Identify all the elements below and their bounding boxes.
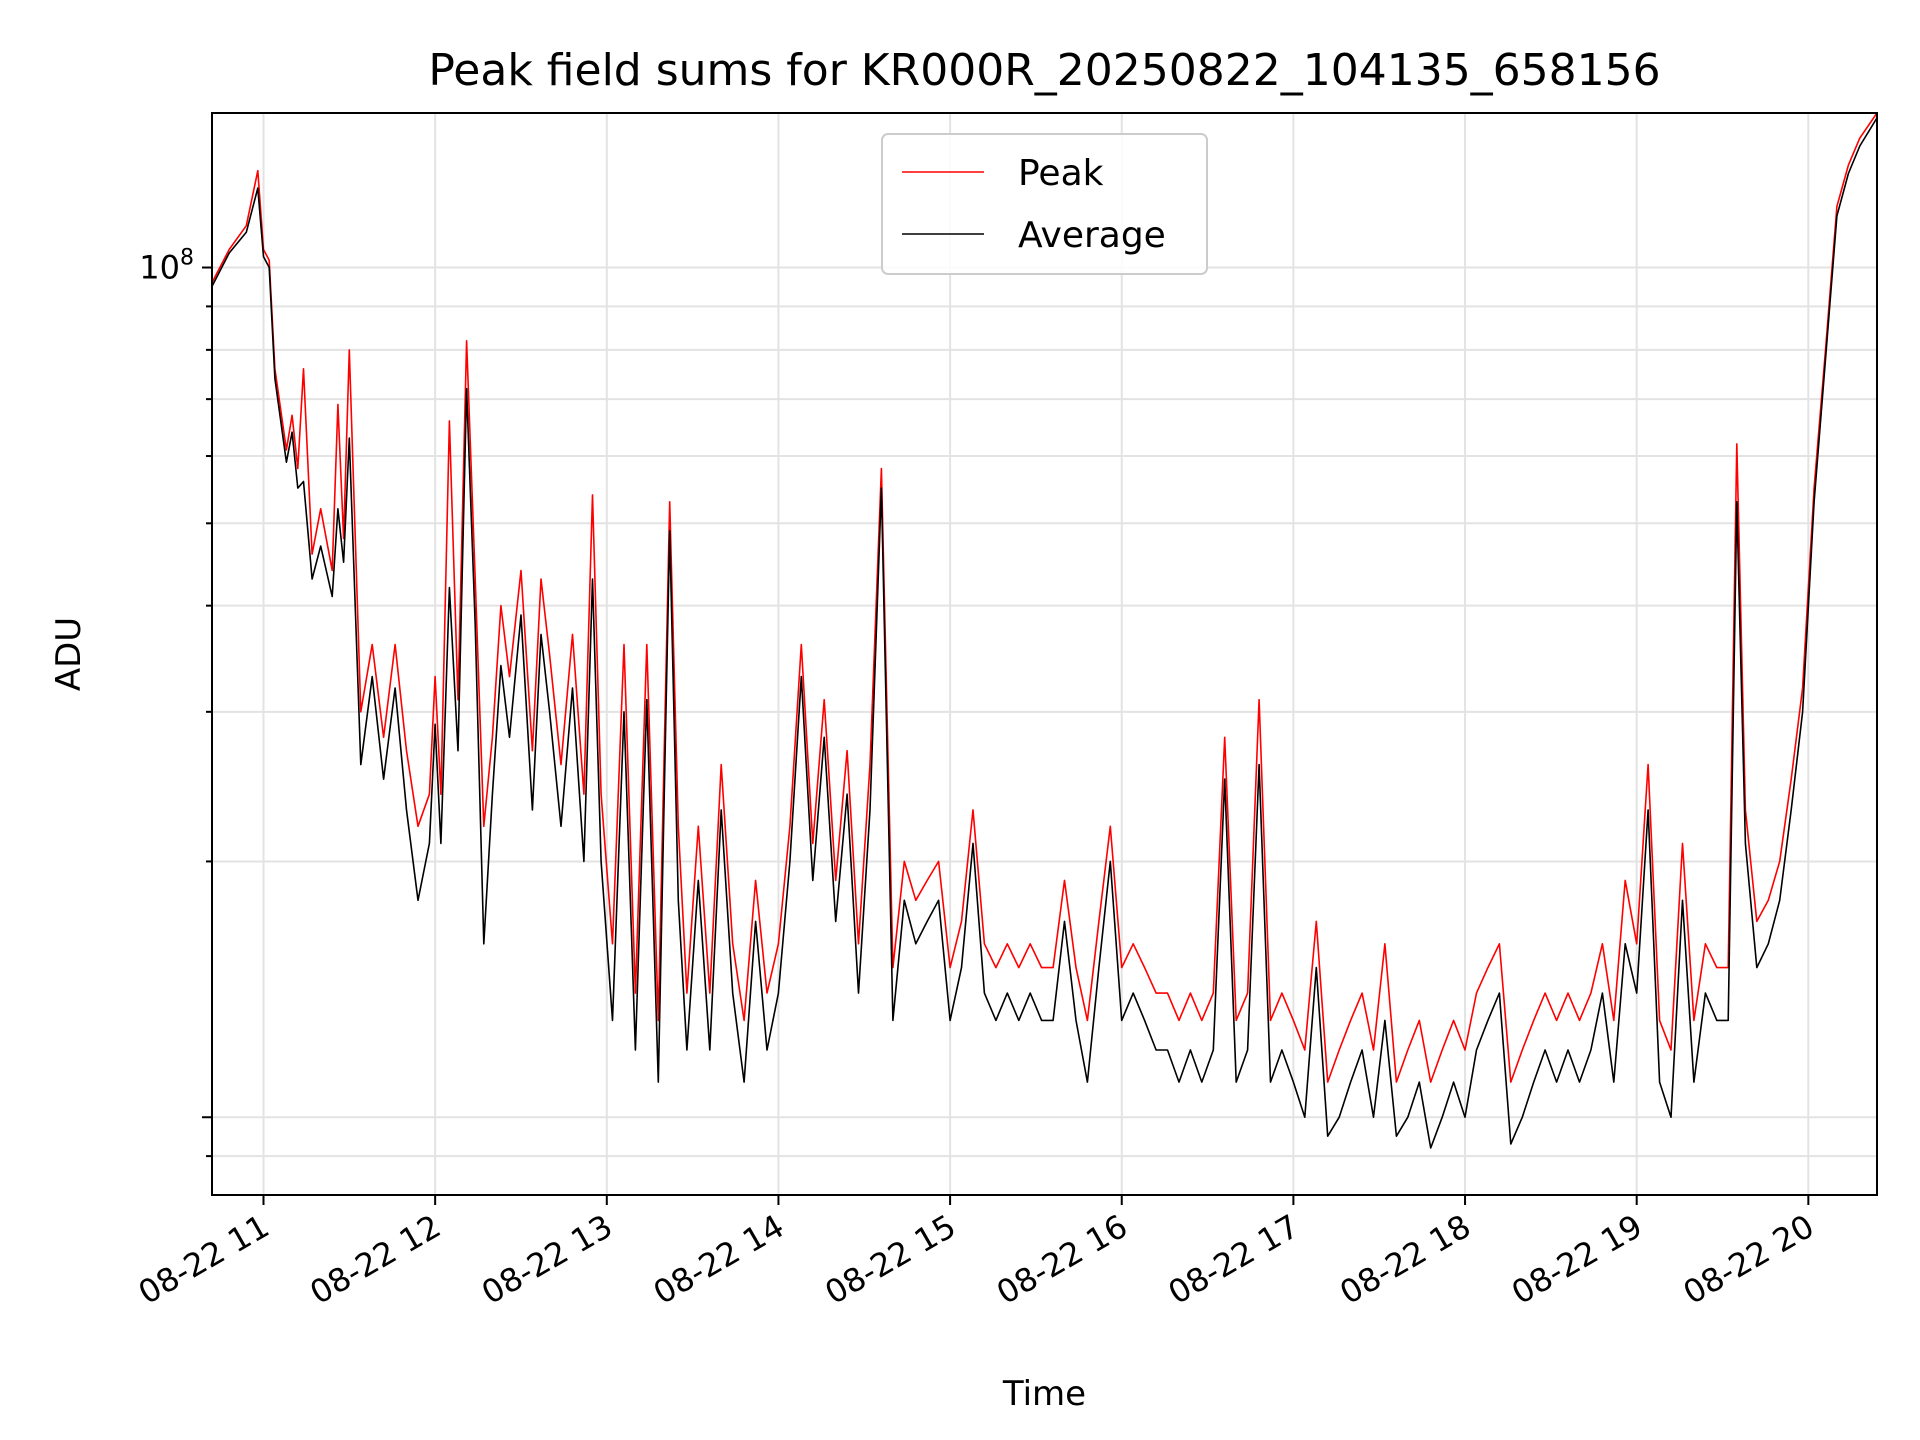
legend: Peak Average (881, 133, 1208, 275)
series-line-peak (211, 112, 1878, 1083)
legend-label-peak: Peak (1018, 153, 1104, 194)
plot-frame (211, 112, 1878, 1196)
y-axis-label: ADU (49, 617, 89, 691)
x-axis-label: Time (1002, 1374, 1086, 1414)
legend-label-average: Average (1018, 215, 1166, 256)
series-layer (211, 112, 1878, 1149)
series-line-average (211, 117, 1878, 1149)
y-tick-label: 108 (139, 246, 194, 287)
legend-frame (881, 133, 1208, 275)
chart-title: Peak field sums for KR000R_20250822_1041… (428, 45, 1660, 96)
